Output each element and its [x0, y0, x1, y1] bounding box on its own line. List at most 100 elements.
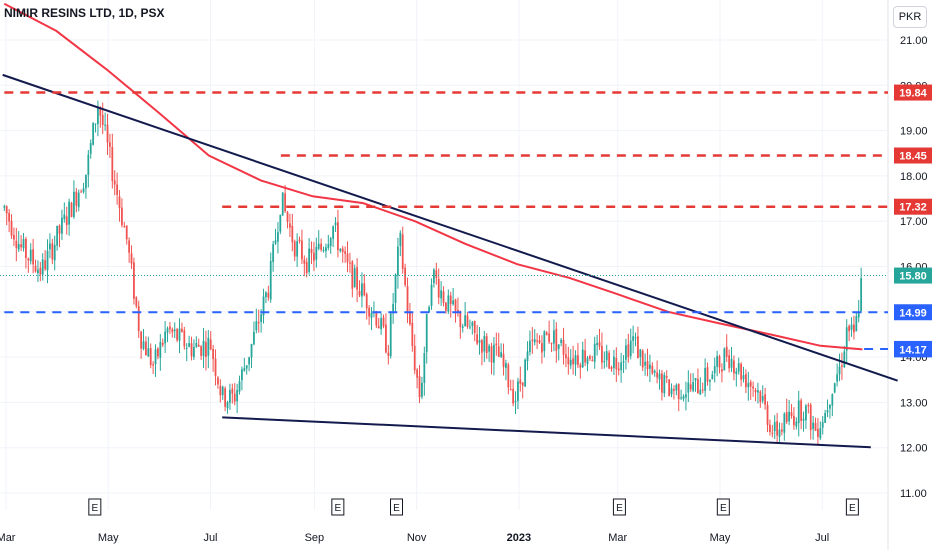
price-level-tag: [894, 147, 932, 164]
candle-down: [416, 369, 419, 378]
candle-down: [217, 377, 219, 385]
candle-up: [142, 341, 145, 349]
candle-down: [531, 339, 534, 341]
candle-up: [245, 365, 248, 369]
earnings-marker[interactable]: E: [331, 498, 345, 516]
candle-up: [394, 274, 397, 303]
candle-down: [368, 307, 371, 317]
candle-up: [850, 324, 853, 330]
candle-up: [593, 343, 596, 362]
candle-up: [805, 405, 807, 421]
candle-up: [85, 174, 87, 189]
candle-down: [27, 258, 30, 261]
y-tick-label: 13.00: [900, 397, 928, 409]
candle-up: [159, 342, 162, 358]
candle-down: [807, 405, 810, 407]
candle-down: [293, 241, 296, 257]
last-price-label: 15.80: [899, 271, 927, 283]
candle-down: [646, 361, 649, 369]
x-tick-label: May: [98, 532, 119, 544]
price-level-tag: [894, 84, 932, 101]
candle-down: [589, 356, 591, 359]
candle-down: [377, 325, 380, 329]
candle-down: [111, 146, 114, 181]
candle-up: [682, 396, 685, 399]
candle-down: [565, 354, 567, 359]
y-tick-label: 12.00: [900, 443, 928, 455]
candle-down: [521, 382, 524, 386]
price-level-label: 18.45: [899, 151, 927, 163]
candle-up: [747, 383, 750, 388]
candle-down: [406, 286, 409, 314]
earnings-icon: E: [720, 503, 727, 514]
candle-down: [665, 376, 668, 378]
candle-up: [188, 343, 191, 347]
candle-down: [409, 312, 411, 325]
candle-up: [826, 410, 829, 413]
candle-down: [548, 333, 551, 342]
candle-down: [344, 251, 347, 254]
candle-down: [200, 346, 203, 356]
candle-up: [87, 154, 90, 175]
candle-up: [730, 358, 733, 368]
candle-up: [709, 380, 711, 382]
candle-up: [653, 370, 656, 373]
candle-up: [281, 192, 284, 216]
candle-up: [56, 225, 59, 246]
moving-average-line: [3, 2, 863, 351]
candle-down: [615, 358, 618, 370]
earnings-marker[interactable]: E: [88, 498, 102, 516]
candle-up: [41, 259, 44, 275]
candle-up: [716, 355, 719, 367]
earnings-marker[interactable]: E: [390, 498, 404, 516]
candle-down: [495, 343, 498, 346]
candle-down: [5, 206, 8, 214]
candle-down: [454, 299, 457, 311]
candle-up: [514, 401, 517, 403]
candle-down: [550, 342, 553, 344]
candle-up: [329, 238, 332, 246]
candle-up: [202, 340, 205, 357]
candle-down: [749, 381, 752, 387]
candle-down: [598, 342, 601, 347]
candle-up: [493, 344, 495, 363]
earnings-marker[interactable]: E: [845, 498, 859, 516]
candle-up: [469, 326, 471, 328]
candle-down: [341, 248, 344, 252]
earnings-icon: E: [849, 503, 856, 514]
candle-down: [161, 342, 164, 345]
candle-down: [313, 252, 315, 261]
candle-up: [250, 343, 253, 358]
candle-down: [752, 386, 755, 389]
x-tick-label: May: [710, 532, 731, 544]
candle-up: [260, 314, 263, 322]
earnings-marker[interactable]: E: [612, 498, 626, 516]
candle-up: [629, 340, 632, 357]
candle-down: [51, 243, 54, 260]
earnings-marker[interactable]: E: [716, 498, 730, 516]
candle-up: [833, 383, 836, 393]
candle-up: [586, 357, 589, 365]
ma-value-tag: [894, 341, 932, 358]
candle-down: [677, 384, 680, 400]
candle-down: [512, 388, 515, 404]
candle-up: [269, 261, 272, 300]
candle-down: [382, 317, 385, 327]
candle-down: [113, 180, 116, 185]
candle-up: [63, 214, 66, 220]
candle-up: [164, 331, 167, 344]
candle-down: [109, 142, 111, 147]
candle-down: [718, 356, 721, 368]
candle-up: [838, 366, 841, 375]
candle-down: [745, 374, 747, 388]
candle-up: [788, 411, 791, 422]
candle-up: [49, 243, 51, 250]
candle-up: [644, 361, 647, 366]
currency-button[interactable]: PKR: [893, 6, 927, 28]
price-level-label: 17.32: [899, 202, 927, 214]
candle-down: [404, 267, 407, 286]
candle-up: [464, 315, 467, 327]
candle-up: [821, 422, 824, 428]
candle-down: [301, 240, 303, 260]
